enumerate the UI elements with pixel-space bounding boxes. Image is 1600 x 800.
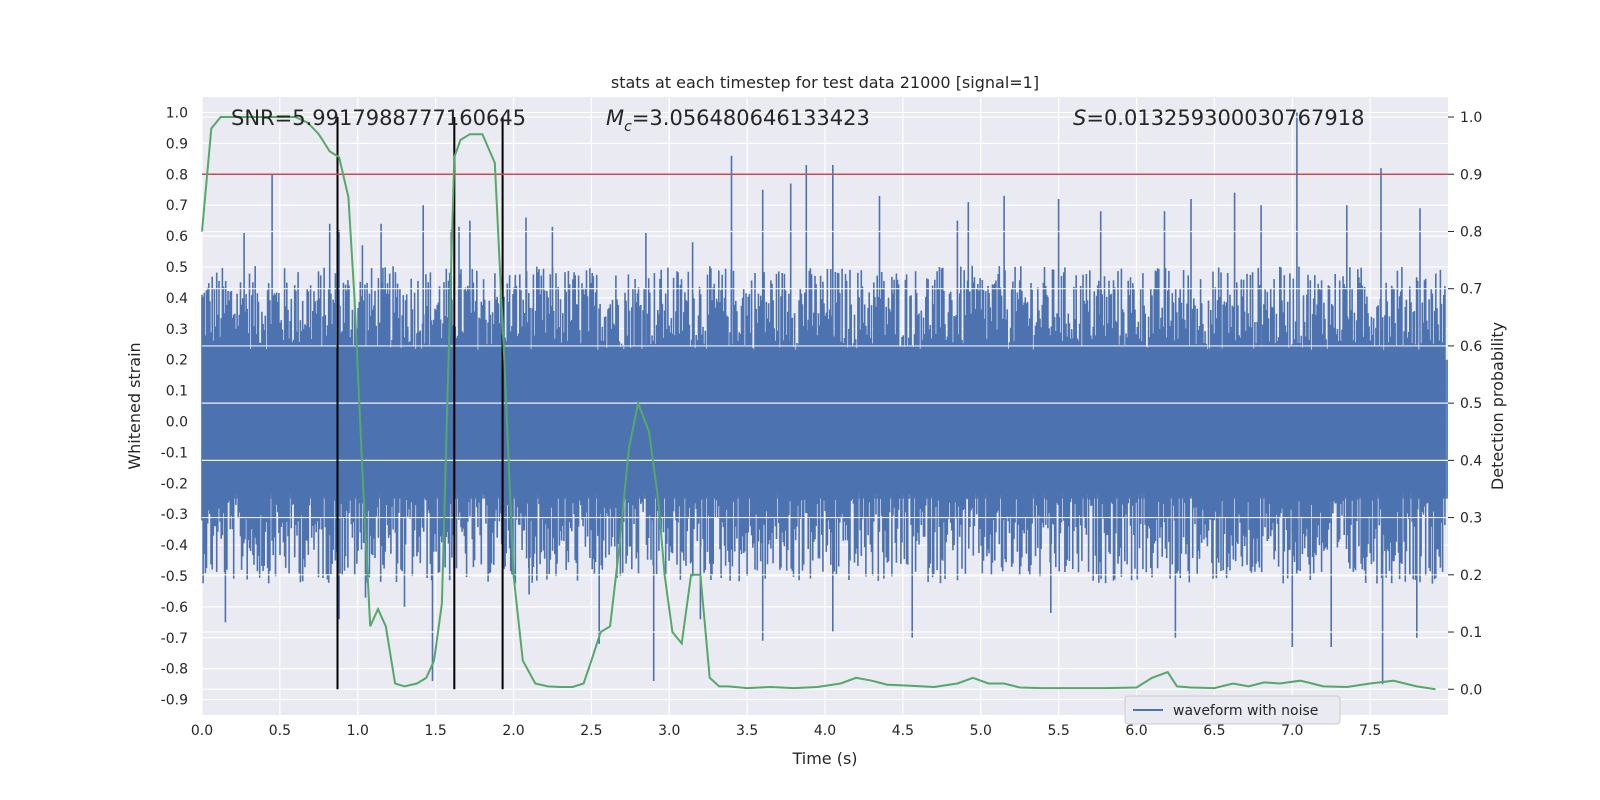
y-tick-label: -0.3 [161,507,188,523]
x-tick-label: 3.5 [736,723,758,739]
y-tick-label: -0.6 [161,600,188,616]
x-tick-label: 2.0 [502,723,524,739]
y-tick-label: -0.7 [161,631,188,647]
vertical-markers [336,117,504,690]
y-tick-label: 1.0 [166,105,188,121]
mc-symbol: M [606,106,624,130]
x-axis-title: Time (s) [791,749,857,768]
y-tick-label: 0.7 [166,198,188,214]
y-right-tick-label: 1.0 [1460,110,1482,126]
chart-title: stats at each timestep for test data 210… [611,73,1039,92]
y-axis-title: Whitened strain [125,342,144,469]
x-tick-label: 7.5 [1359,723,1381,739]
y-right-tick-label: 0.1 [1460,625,1482,641]
y-tick-label: -0.9 [161,693,188,709]
annotation-chirp-mass: Mc=3.056480646133423 [606,106,870,135]
s-value: =0.013259300030767918 [1086,106,1364,130]
x-tick-label: 4.0 [814,723,836,739]
x-tick-label: 5.5 [1047,723,1069,739]
s-symbol: S [1073,106,1086,130]
x-tick-label: 0.5 [269,723,291,739]
legend-box [1124,695,1341,725]
y-tick-label: 0.4 [166,291,188,307]
legend: waveform with noise [1124,695,1341,725]
annotation-snr: SNR=5.9917988777160645 [231,106,526,130]
y-tick-label: 0.3 [166,322,188,338]
x-axis-ticks: 0.0 0.5 1.0 1.5 2.0 2.5 3.0 3.5 4.0 4.5 5.0 5.5 6.0 6… [191,723,1381,739]
y-tick-label: -0.5 [161,569,188,585]
x-tick-label: 6.0 [1125,723,1147,739]
y-tick-label: 0.1 [166,384,188,400]
mc-value: =3.056480646133423 [632,106,870,130]
x-tick-label: 0.0 [191,723,213,739]
x-tick-label: 3.0 [658,723,680,739]
y-axis-right-ticks: 1.0 0.9 0.8 0.7 0.6 0.5 0.4 0.3 0.2 0.1 0.0 [1448,110,1482,698]
y-right-tick-label: 0.4 [1460,453,1482,469]
y-tick-label: 0.2 [166,353,188,369]
y-tick-label: -0.2 [161,476,188,492]
y-tick-label: 0.5 [166,260,188,276]
y-right-tick-label: 0.9 [1460,167,1482,183]
annotation-s-statistic: S=0.013259300030767918 [1073,106,1364,130]
x-tick-label: 7.0 [1281,723,1303,739]
legend-label: waveform with noise [1173,703,1318,719]
y-tick-label: 0.8 [166,167,188,183]
y-tick-label: 0.0 [166,414,188,430]
y-right-tick-label: 0.5 [1460,396,1482,412]
y-right-tick-label: 0.2 [1460,568,1482,584]
y-tick-label: -0.8 [161,662,188,678]
x-tick-label: 6.5 [1203,723,1225,739]
waveform-core [202,359,1448,499]
y-right-tick-label: 0.6 [1460,339,1482,355]
x-tick-label: 1.5 [424,723,446,739]
x-tick-label: 2.5 [580,723,602,739]
y-right-tick-label: 0.3 [1460,511,1482,527]
detection-probability-line [201,116,1436,691]
y-right-tick-label: 0.7 [1460,282,1482,298]
y-tick-label: -0.4 [161,538,188,554]
x-tick-label: 5.0 [970,723,992,739]
y-axis-right-title: Detection probability [1488,322,1507,490]
y-tick-label: 0.6 [166,229,188,245]
y-tick-label: 0.9 [166,136,188,152]
x-tick-label: 1.0 [347,723,369,739]
x-tick-label: 4.5 [892,723,914,739]
mc-subscript: c [624,119,632,135]
probability-series [201,116,1436,691]
y-right-tick-label: 0.0 [1460,682,1482,698]
y-tick-label: -0.1 [161,445,188,461]
y-right-tick-label: 0.8 [1460,224,1482,240]
y-axis-left-ticks: 1.0 0.9 0.8 0.7 0.6 0.5 0.4 0.3 0.2 0.1 0.0 -0.1 -0.… [161,105,188,708]
